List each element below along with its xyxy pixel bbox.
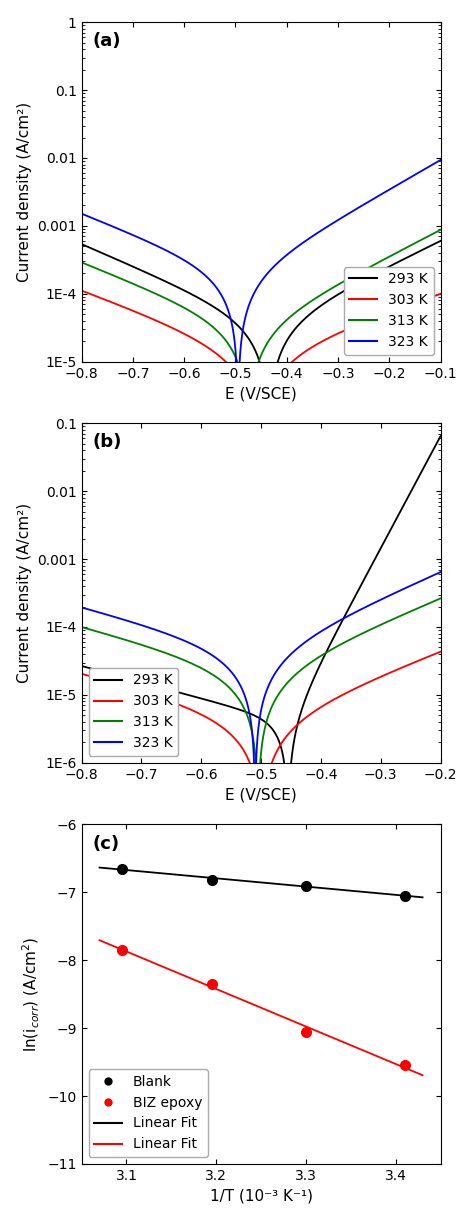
Y-axis label: ln(i$_{corr}$) (A/cm$^2$): ln(i$_{corr}$) (A/cm$^2$) (21, 937, 42, 1052)
Y-axis label: Current density (A/cm²): Current density (A/cm²) (17, 101, 32, 282)
X-axis label: 1/T (10⁻³ K⁻¹): 1/T (10⁻³ K⁻¹) (210, 1188, 312, 1203)
Legend: 293 K, 303 K, 313 K, 323 K: 293 K, 303 K, 313 K, 323 K (89, 667, 178, 756)
Legend: 293 K, 303 K, 313 K, 323 K: 293 K, 303 K, 313 K, 323 K (344, 267, 434, 355)
X-axis label: E (V/SCE): E (V/SCE) (225, 386, 297, 401)
Text: (c): (c) (92, 834, 119, 853)
X-axis label: E (V/SCE): E (V/SCE) (225, 787, 297, 803)
Y-axis label: Current density (A/cm²): Current density (A/cm²) (17, 503, 32, 683)
Text: (b): (b) (92, 433, 122, 451)
Legend: Blank, BIZ epoxy, Linear Fit, Linear Fit: Blank, BIZ epoxy, Linear Fit, Linear Fit (89, 1069, 208, 1157)
Text: (a): (a) (92, 33, 121, 50)
